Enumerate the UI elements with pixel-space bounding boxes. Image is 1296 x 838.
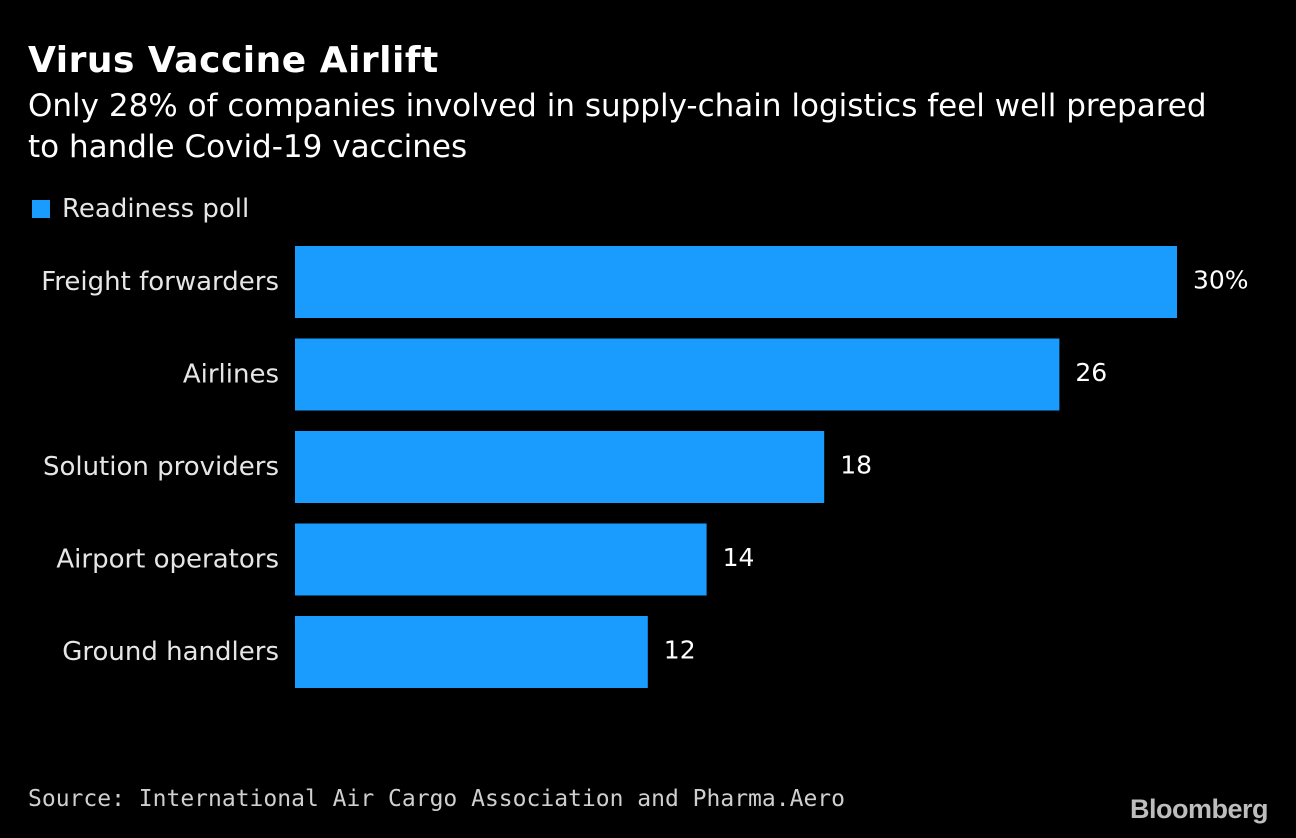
bar bbox=[295, 523, 707, 596]
category-label: Airport operators bbox=[56, 545, 279, 575]
category-label: Airlines bbox=[183, 360, 279, 390]
value-label: 12 bbox=[664, 636, 696, 665]
value-label: 18 bbox=[840, 451, 872, 480]
bar bbox=[295, 246, 1177, 318]
bar bbox=[295, 616, 648, 688]
legend-label: Readiness poll bbox=[62, 194, 250, 224]
chart-title: Virus Vaccine Airlift bbox=[28, 40, 439, 81]
category-label: Ground handlers bbox=[62, 637, 279, 667]
bar bbox=[295, 338, 1060, 411]
value-label: 26 bbox=[1075, 358, 1107, 387]
value-label: 30% bbox=[1193, 266, 1249, 295]
legend: Readiness poll bbox=[32, 194, 249, 224]
legend-swatch bbox=[32, 200, 50, 218]
bar-chart: Freight forwarders 30% Airlines 26 Solution … bbox=[41, 246, 1249, 688]
bloomberg-logo: Bloomberg bbox=[1129, 794, 1269, 824]
chart-subtitle: Only 28% of companies involved in supply… bbox=[28, 88, 1207, 165]
value-label: 14 bbox=[723, 543, 755, 572]
category-label: Solution providers bbox=[43, 452, 279, 482]
bar bbox=[295, 431, 825, 503]
category-label: Freight forwarders bbox=[41, 267, 279, 297]
source-note: Source: International Air Cargo Associat… bbox=[28, 786, 845, 812]
